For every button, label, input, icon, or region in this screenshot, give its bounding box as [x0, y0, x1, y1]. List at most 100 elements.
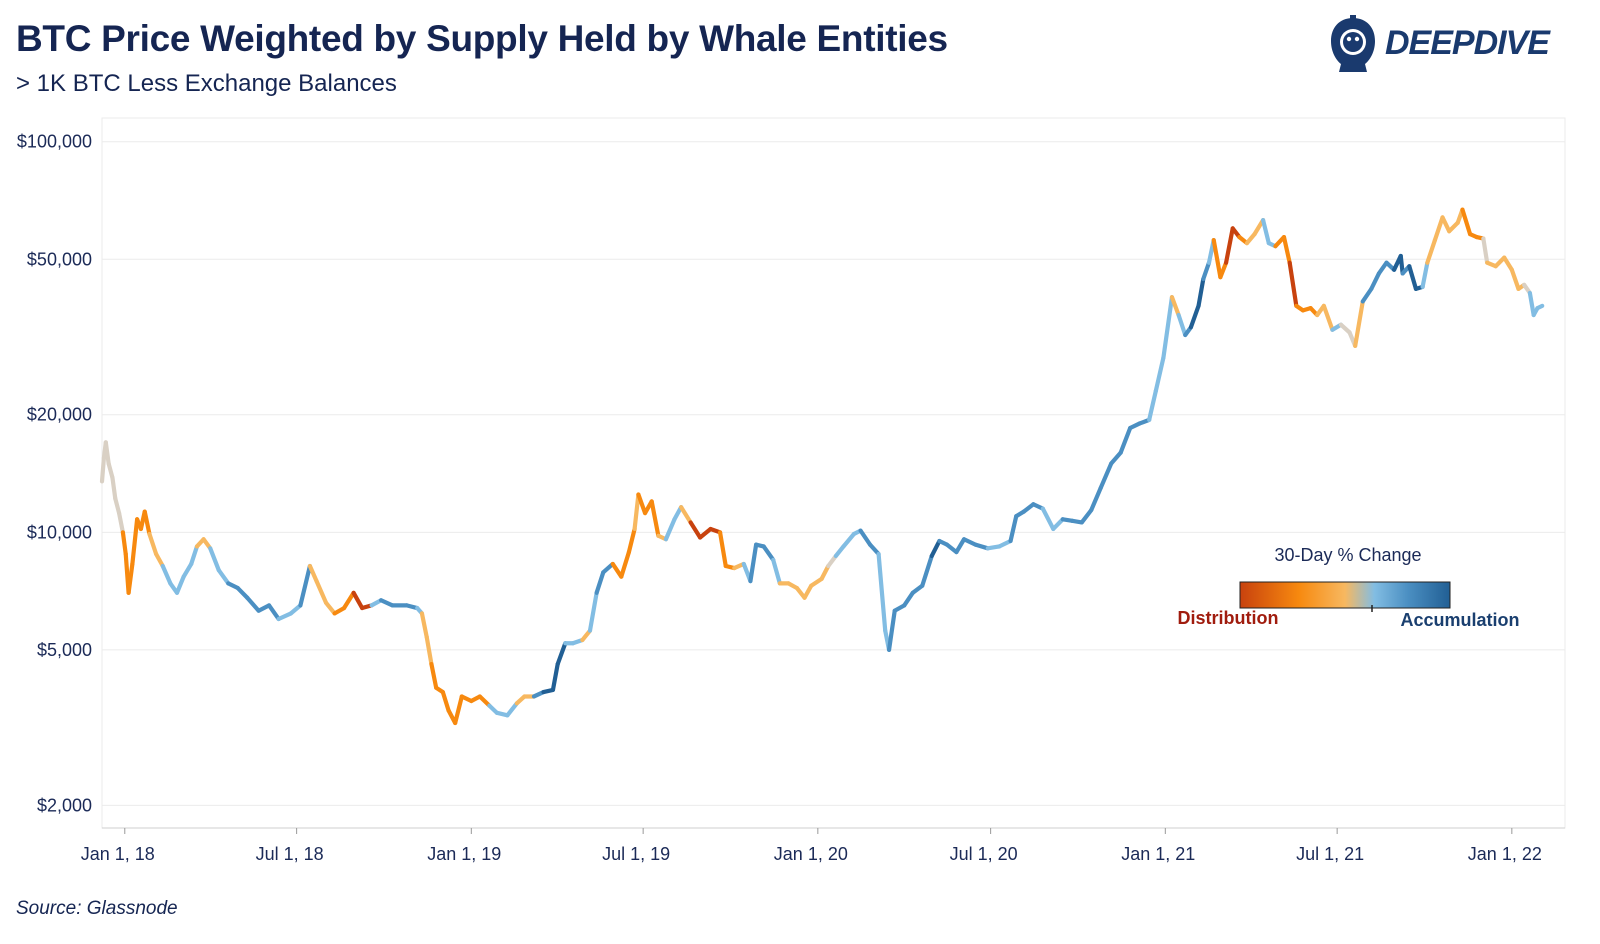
price-segment: [189, 544, 200, 567]
price-segment: [1218, 260, 1229, 280]
price-segment: [130, 517, 140, 567]
price-segment: [208, 546, 221, 573]
price-segment: [174, 574, 186, 595]
price-segment: [1098, 461, 1114, 490]
price-segment: [1223, 226, 1235, 265]
price-segment: [307, 563, 319, 584]
price-segment: [748, 542, 759, 584]
price-segment: [1188, 303, 1201, 330]
color-legend: 30-Day % Change Distribution Accumulatio…: [1178, 545, 1520, 630]
x-tick-label: Jul 1, 21: [1296, 844, 1364, 864]
y-tick-label: $2,000: [37, 795, 92, 815]
price-segment: [216, 568, 231, 586]
price-segment: [298, 563, 313, 608]
price-segment: [1509, 267, 1521, 291]
price-segment: [929, 538, 942, 559]
deepdive-logo: DEEPDIVE: [1325, 14, 1590, 76]
price-segment: [550, 661, 560, 692]
price-segment: [555, 641, 568, 667]
logo-wordmark: DEEPDIVE: [1385, 24, 1550, 62]
price-segment: [147, 531, 159, 557]
price-segment: [1398, 253, 1405, 276]
y-tick-label: $100,000: [17, 132, 92, 152]
price-segment: [902, 590, 915, 608]
price-segment: [1376, 260, 1389, 276]
price-segment: [453, 694, 464, 726]
price-segment: [1440, 215, 1452, 234]
page-subtitle: > 1K BTC Less Exchange Balances: [16, 70, 397, 97]
price-segment: [1211, 237, 1223, 280]
price-segment: [1051, 517, 1065, 532]
price-segment: [154, 551, 165, 569]
price-segment: [1481, 236, 1490, 265]
price-segment: [235, 585, 250, 600]
price-segment: [876, 551, 888, 633]
price-segment: [841, 531, 857, 549]
price-segment: [1079, 507, 1094, 525]
price-segment: [1535, 303, 1545, 311]
price-segment: [1260, 217, 1271, 246]
price-segment: [1153, 355, 1166, 394]
price-segment: [477, 694, 492, 708]
price-segment: [626, 526, 637, 555]
price-segment: [649, 499, 661, 538]
price-segment: [717, 530, 728, 569]
price-segment: [1420, 260, 1430, 289]
price-segment: [341, 590, 356, 611]
price-segment: [886, 608, 897, 653]
price-segment: [1321, 303, 1335, 332]
price-segment: [1432, 215, 1445, 243]
price-segment: [1161, 295, 1175, 360]
legend-color-ramp: [1239, 581, 1451, 609]
price-segment: [867, 542, 881, 557]
price-segment: [323, 600, 337, 616]
price-segment: [440, 689, 451, 713]
price-segment: [663, 517, 677, 542]
x-tick-label: Jan 1, 21: [1121, 844, 1195, 864]
price-segment: [126, 561, 135, 595]
x-tick-label: Jul 1, 18: [256, 844, 324, 864]
price-segment: [1008, 514, 1019, 544]
x-tick-label: Jul 1, 19: [602, 844, 670, 864]
price-segment: [106, 461, 115, 480]
y-tick-label: $10,000: [27, 522, 92, 542]
price-segment: [858, 528, 873, 547]
price-segment: [587, 590, 599, 633]
price-line: [99, 207, 1545, 726]
price-segment: [1425, 237, 1438, 265]
price-segment: [1109, 450, 1123, 466]
price-segment: [1460, 207, 1473, 237]
price-segment: [1281, 234, 1292, 265]
price-segment: [679, 505, 693, 525]
price-segment: [954, 537, 967, 555]
price-segment: [1353, 299, 1365, 349]
source-note: Source: Glassnode: [16, 898, 178, 919]
price-segment: [99, 455, 106, 484]
price-segment: [142, 509, 152, 537]
x-tick-label: Jan 1, 18: [81, 844, 155, 864]
price-segment: [1169, 295, 1181, 318]
price-segment: [973, 542, 990, 551]
price-segment: [113, 496, 122, 516]
price-segment: [419, 611, 429, 639]
price-segment: [920, 553, 934, 588]
price-segment: [1040, 506, 1056, 532]
price-segment: [314, 579, 329, 605]
x-tick-label: Jan 1, 19: [427, 844, 501, 864]
plot-frame: [101, 117, 1566, 829]
price-segment: [276, 611, 294, 622]
price-segment: [351, 590, 365, 611]
price-segment: [103, 440, 111, 466]
price-segment: [819, 563, 831, 581]
price-segment: [110, 475, 118, 501]
price-segment: [1147, 388, 1158, 423]
price-segment: [424, 634, 434, 667]
x-tick-label: Jan 1, 20: [774, 844, 848, 864]
price-segment: [1176, 312, 1188, 338]
price-segment: [181, 561, 194, 579]
price-segment: [1201, 260, 1212, 282]
x-axis: Jan 1, 18 Jul 1, 18 Jan 1, 19 Jul 1, 19 Jan …: [81, 827, 1565, 864]
x-tick-label: Jul 1, 20: [950, 844, 1018, 864]
price-segment: [1369, 271, 1382, 291]
